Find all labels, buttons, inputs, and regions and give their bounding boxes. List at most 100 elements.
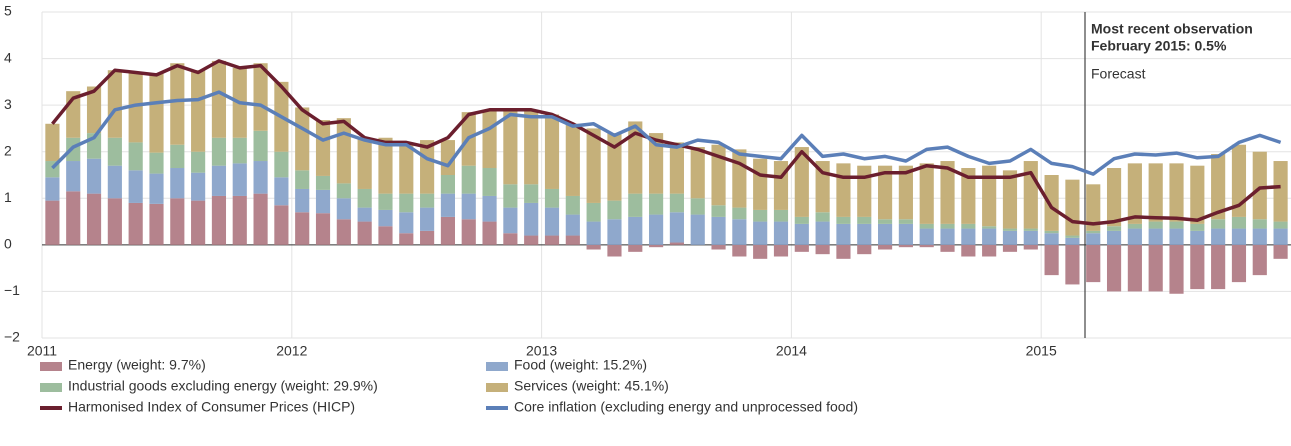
- legend-swatch: [40, 362, 62, 371]
- bar: [565, 214, 580, 236]
- bar: [711, 244, 726, 250]
- bar: [1190, 244, 1205, 290]
- bar: [898, 244, 913, 248]
- bar: [86, 193, 102, 245]
- bar: [315, 175, 331, 190]
- bar: [1002, 228, 1018, 231]
- bar: [274, 177, 289, 206]
- bar: [1127, 244, 1142, 292]
- bar: [482, 221, 497, 245]
- bar: [544, 188, 560, 208]
- bar: [378, 209, 393, 227]
- y-tick-label: 3: [4, 96, 12, 112]
- bar: [836, 223, 851, 245]
- bar: [1086, 184, 1101, 231]
- bar: [211, 165, 227, 196]
- bar: [919, 223, 934, 229]
- bar: [232, 163, 247, 196]
- bar: [420, 193, 435, 208]
- bar: [1211, 228, 1226, 245]
- bar: [669, 142, 684, 194]
- y-tick-label: 5: [4, 3, 12, 19]
- bar: [524, 109, 539, 185]
- bar: [1065, 179, 1080, 236]
- bar: [1169, 163, 1184, 222]
- bar: [1148, 163, 1163, 222]
- bar: [773, 244, 789, 257]
- bar: [1086, 230, 1101, 234]
- bar: [1148, 228, 1163, 245]
- bar: [524, 202, 539, 236]
- bar: [170, 168, 185, 199]
- bar: [961, 168, 976, 224]
- bar: [191, 172, 206, 201]
- bar: [544, 235, 560, 245]
- x-tick-label: 2014: [776, 343, 807, 359]
- bar: [295, 107, 310, 171]
- bar: [253, 63, 268, 131]
- bar: [357, 188, 372, 208]
- bar: [315, 213, 331, 245]
- bar: [690, 147, 705, 199]
- bar: [461, 219, 476, 245]
- bar: [86, 158, 102, 194]
- legend-swatch: [486, 383, 508, 392]
- bar: [253, 130, 268, 162]
- bar: [149, 73, 164, 153]
- bar: [66, 191, 81, 245]
- bar: [86, 86, 102, 134]
- bar: [1169, 244, 1184, 294]
- bar: [211, 195, 227, 245]
- bar: [1190, 230, 1205, 245]
- bar: [586, 128, 601, 203]
- legend-label: Industrial goods excluding energy (weigh…: [68, 378, 378, 394]
- bar: [399, 193, 414, 213]
- bar: [461, 165, 476, 194]
- line: [51, 59, 1281, 226]
- bar: [732, 219, 747, 245]
- bar: [628, 216, 643, 245]
- bar: [940, 161, 955, 224]
- bar: [1127, 228, 1142, 245]
- y-tick-label: 0: [4, 236, 12, 252]
- bar: [107, 70, 122, 138]
- bar: [649, 214, 664, 245]
- bar: [1127, 223, 1142, 229]
- legend-label: Services (weight: 45.1%): [514, 378, 669, 394]
- bar: [1065, 237, 1080, 245]
- bar: [295, 188, 310, 213]
- bar: [440, 216, 456, 245]
- bar: [586, 202, 601, 222]
- bar: [607, 133, 622, 201]
- bar: [107, 137, 122, 166]
- legend-swatch: [486, 362, 508, 371]
- bar: [857, 244, 872, 255]
- bar: [732, 149, 747, 208]
- bar: [1106, 168, 1122, 227]
- bar: [628, 193, 643, 217]
- bar: [295, 212, 310, 245]
- bar: [149, 173, 164, 204]
- bar: [836, 163, 851, 217]
- legend-label: Core inflation (excluding energy and unp…: [514, 399, 858, 415]
- bar: [586, 244, 601, 250]
- x-tick-label: 2012: [276, 343, 307, 359]
- bar: [669, 242, 684, 245]
- bar: [753, 221, 768, 245]
- bar: [1065, 244, 1080, 285]
- bar: [503, 184, 518, 208]
- y-tick-label: −1: [4, 282, 20, 298]
- bar: [982, 226, 997, 229]
- bar: [253, 161, 268, 194]
- bar: [857, 223, 872, 245]
- bar: [1231, 144, 1247, 217]
- bar: [815, 244, 830, 255]
- bar: [170, 144, 185, 169]
- bar: [1127, 163, 1142, 224]
- bar: [503, 207, 518, 234]
- bar: [1106, 226, 1122, 231]
- legend-swatch: [40, 383, 62, 392]
- bar: [1169, 221, 1184, 229]
- bar: [1231, 244, 1247, 283]
